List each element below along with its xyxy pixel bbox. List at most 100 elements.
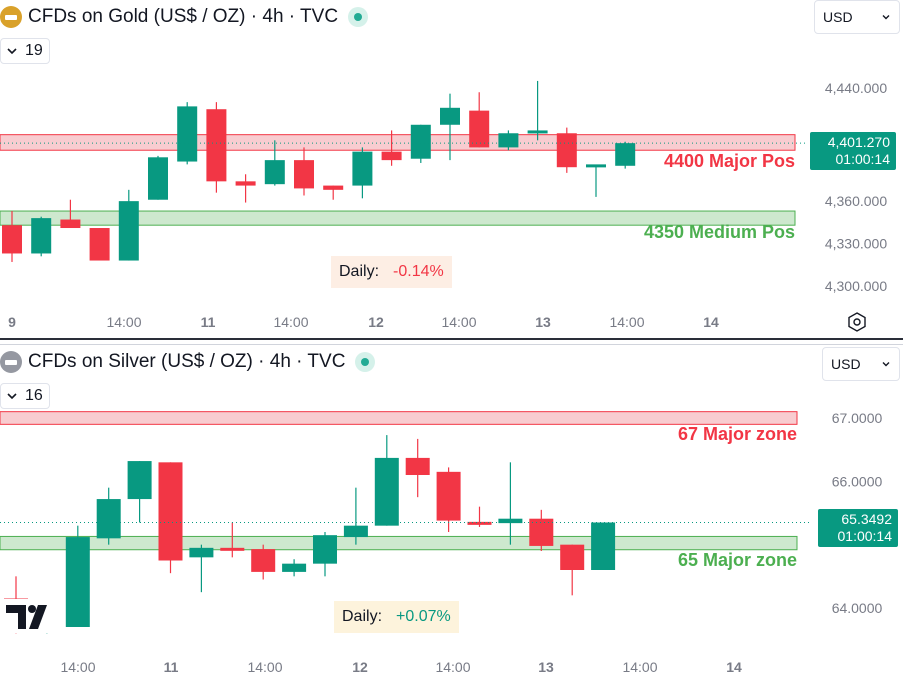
- candle-body: [591, 522, 616, 570]
- y-axis-tick-label: 67.0000: [832, 410, 883, 426]
- candle-body: [410, 124, 431, 159]
- candle-body: [405, 457, 430, 475]
- candle-body: [586, 164, 606, 168]
- silver-currency-value: USD: [831, 356, 861, 372]
- silver-daily-label: Daily:: [342, 608, 383, 625]
- zone-label: 65 Major zone: [678, 550, 797, 570]
- silver-last-price: 65.3492: [841, 511, 892, 527]
- gold-chart-pane[interactable]: 4400 Major Pos 4350 Medium Pos 4,440.000 4,…: [0, 0, 903, 338]
- candle-body: [148, 157, 168, 200]
- candle-body: [498, 518, 523, 524]
- x-axis-tick-label: 13: [535, 314, 551, 330]
- x-axis-tick-label: 9: [8, 314, 16, 330]
- candle-body: [220, 547, 245, 551]
- candle-body: [498, 133, 519, 148]
- candle-body: [381, 151, 402, 161]
- candle-body: [177, 106, 198, 162]
- x-axis-tick-label: 12: [368, 314, 384, 330]
- candle-body: [323, 185, 344, 190]
- silver-indicator-count: 16: [25, 387, 43, 404]
- gold-last-price: 4,401.270: [827, 134, 890, 150]
- x-axis-tick-label: 14:00: [609, 314, 644, 330]
- candle-body: [343, 525, 368, 538]
- silver-daily-change-box: Daily: +0.07%: [334, 601, 459, 633]
- gold-currency-select[interactable]: USD: [814, 0, 900, 34]
- x-axis-tick-label: 14: [726, 659, 742, 675]
- candle-body: [264, 160, 285, 185]
- candle-body: [189, 547, 214, 558]
- circle-icon: [853, 318, 861, 326]
- candle-body: [313, 535, 337, 564]
- candle-body: [31, 218, 52, 254]
- zone-label: 67 Major zone: [678, 424, 797, 444]
- zone-band: [0, 411, 798, 425]
- zone-label: 4350 Medium Pos: [644, 222, 795, 242]
- zone-band: [0, 535, 798, 551]
- x-axis-tick-label: 14:00: [106, 314, 141, 330]
- candle-body: [560, 544, 585, 570]
- chevron-down-icon: [7, 48, 17, 55]
- gold-currency-value: USD: [823, 9, 853, 25]
- silver-currency-select[interactable]: USD: [822, 347, 900, 381]
- y-axis-tick-label: 4,300.000: [825, 278, 887, 294]
- zone-label: 4400 Major Pos: [664, 151, 795, 171]
- candle-body: [556, 133, 577, 168]
- gold-legend-title[interactable]: CFDs on Gold (US$ / OZ) · 4h · TVC: [28, 6, 339, 27]
- candle-body: [615, 143, 636, 166]
- gold-legend: CFDs on Gold (US$ / OZ) · 4h · TVC: [0, 4, 369, 30]
- candle-body: [118, 201, 139, 261]
- candle-body: [251, 549, 276, 572]
- tradingview-logo-icon[interactable]: [2, 599, 60, 633]
- silver-bar-countdown: 01:00:14: [837, 528, 893, 544]
- candle-body: [294, 160, 314, 189]
- x-axis-tick-label: 14:00: [60, 659, 95, 675]
- gold-indicators-toggle-button[interactable]: 19: [0, 38, 50, 64]
- candle-body: [529, 518, 554, 546]
- gold-last-price-tag: 4,401.270 01:00:14: [810, 132, 896, 170]
- gold-daily-change-box: Daily: -0.14%: [331, 256, 452, 288]
- gold-daily-value: -0.14%: [393, 263, 444, 280]
- hexagon-icon: [848, 312, 866, 332]
- chevron-down-icon: [7, 393, 17, 400]
- silver-daily-value: +0.07%: [396, 608, 451, 625]
- candle-body: [282, 563, 307, 572]
- chart-settings-icon[interactable]: [848, 312, 866, 332]
- candle-body: [527, 130, 548, 134]
- silver-last-price-tag: 65.3492 01:00:14: [818, 509, 898, 547]
- candle-body: [436, 471, 461, 521]
- silver-legend: CFDs on Silver (US$ / OZ) · 4h · TVC: [0, 349, 376, 375]
- x-axis-tick-label: 12: [352, 659, 368, 675]
- candle-body: [158, 462, 183, 561]
- x-axis-tick-label: 14:00: [622, 659, 657, 675]
- silver-chart-canvas[interactable]: 67 Major zone 65 Major zone 67.0000 66.0000…: [0, 345, 903, 685]
- candle-body: [469, 110, 490, 148]
- candle-body: [96, 499, 121, 539]
- candle-body: [374, 457, 399, 526]
- x-axis-tick-label: 11: [201, 314, 216, 330]
- y-axis-tick-label: 66.0000: [832, 473, 883, 489]
- silver-legend-title[interactable]: CFDs on Silver (US$ / OZ) · 4h · TVC: [28, 351, 346, 372]
- chevron-down-icon: [882, 362, 890, 367]
- market-open-status-icon[interactable]: [355, 352, 376, 372]
- silver-chart-pane[interactable]: 67 Major zone 65 Major zone 67.0000 66.0000…: [0, 345, 903, 685]
- x-axis-tick-label: 11: [164, 659, 179, 675]
- y-axis-tick-label: 64.0000: [832, 600, 883, 616]
- gold-daily-label: Daily:: [339, 263, 380, 280]
- candle-body: [60, 219, 81, 229]
- silver-symbol-icon: [0, 351, 22, 373]
- candle-body: [206, 109, 227, 182]
- candle-body: [127, 461, 152, 500]
- candle-body: [440, 107, 460, 125]
- x-axis-tick-label: 14: [703, 314, 719, 330]
- pane-separator[interactable]: [0, 338, 903, 345]
- candle-body: [2, 225, 22, 254]
- x-axis-tick-label: 13: [538, 659, 554, 675]
- gold-chart-canvas[interactable]: 4400 Major Pos 4350 Medium Pos 4,440.000 4,…: [0, 0, 903, 338]
- y-axis-tick-label: 4,330.000: [825, 236, 887, 252]
- chevron-down-icon: [882, 15, 890, 20]
- market-open-status-icon[interactable]: [348, 7, 369, 27]
- y-axis-tick-label: 4,440.000: [825, 80, 887, 96]
- silver-indicators-toggle-button[interactable]: 16: [0, 383, 50, 409]
- candle-body: [467, 521, 492, 525]
- gold-symbol-icon: [0, 6, 22, 28]
